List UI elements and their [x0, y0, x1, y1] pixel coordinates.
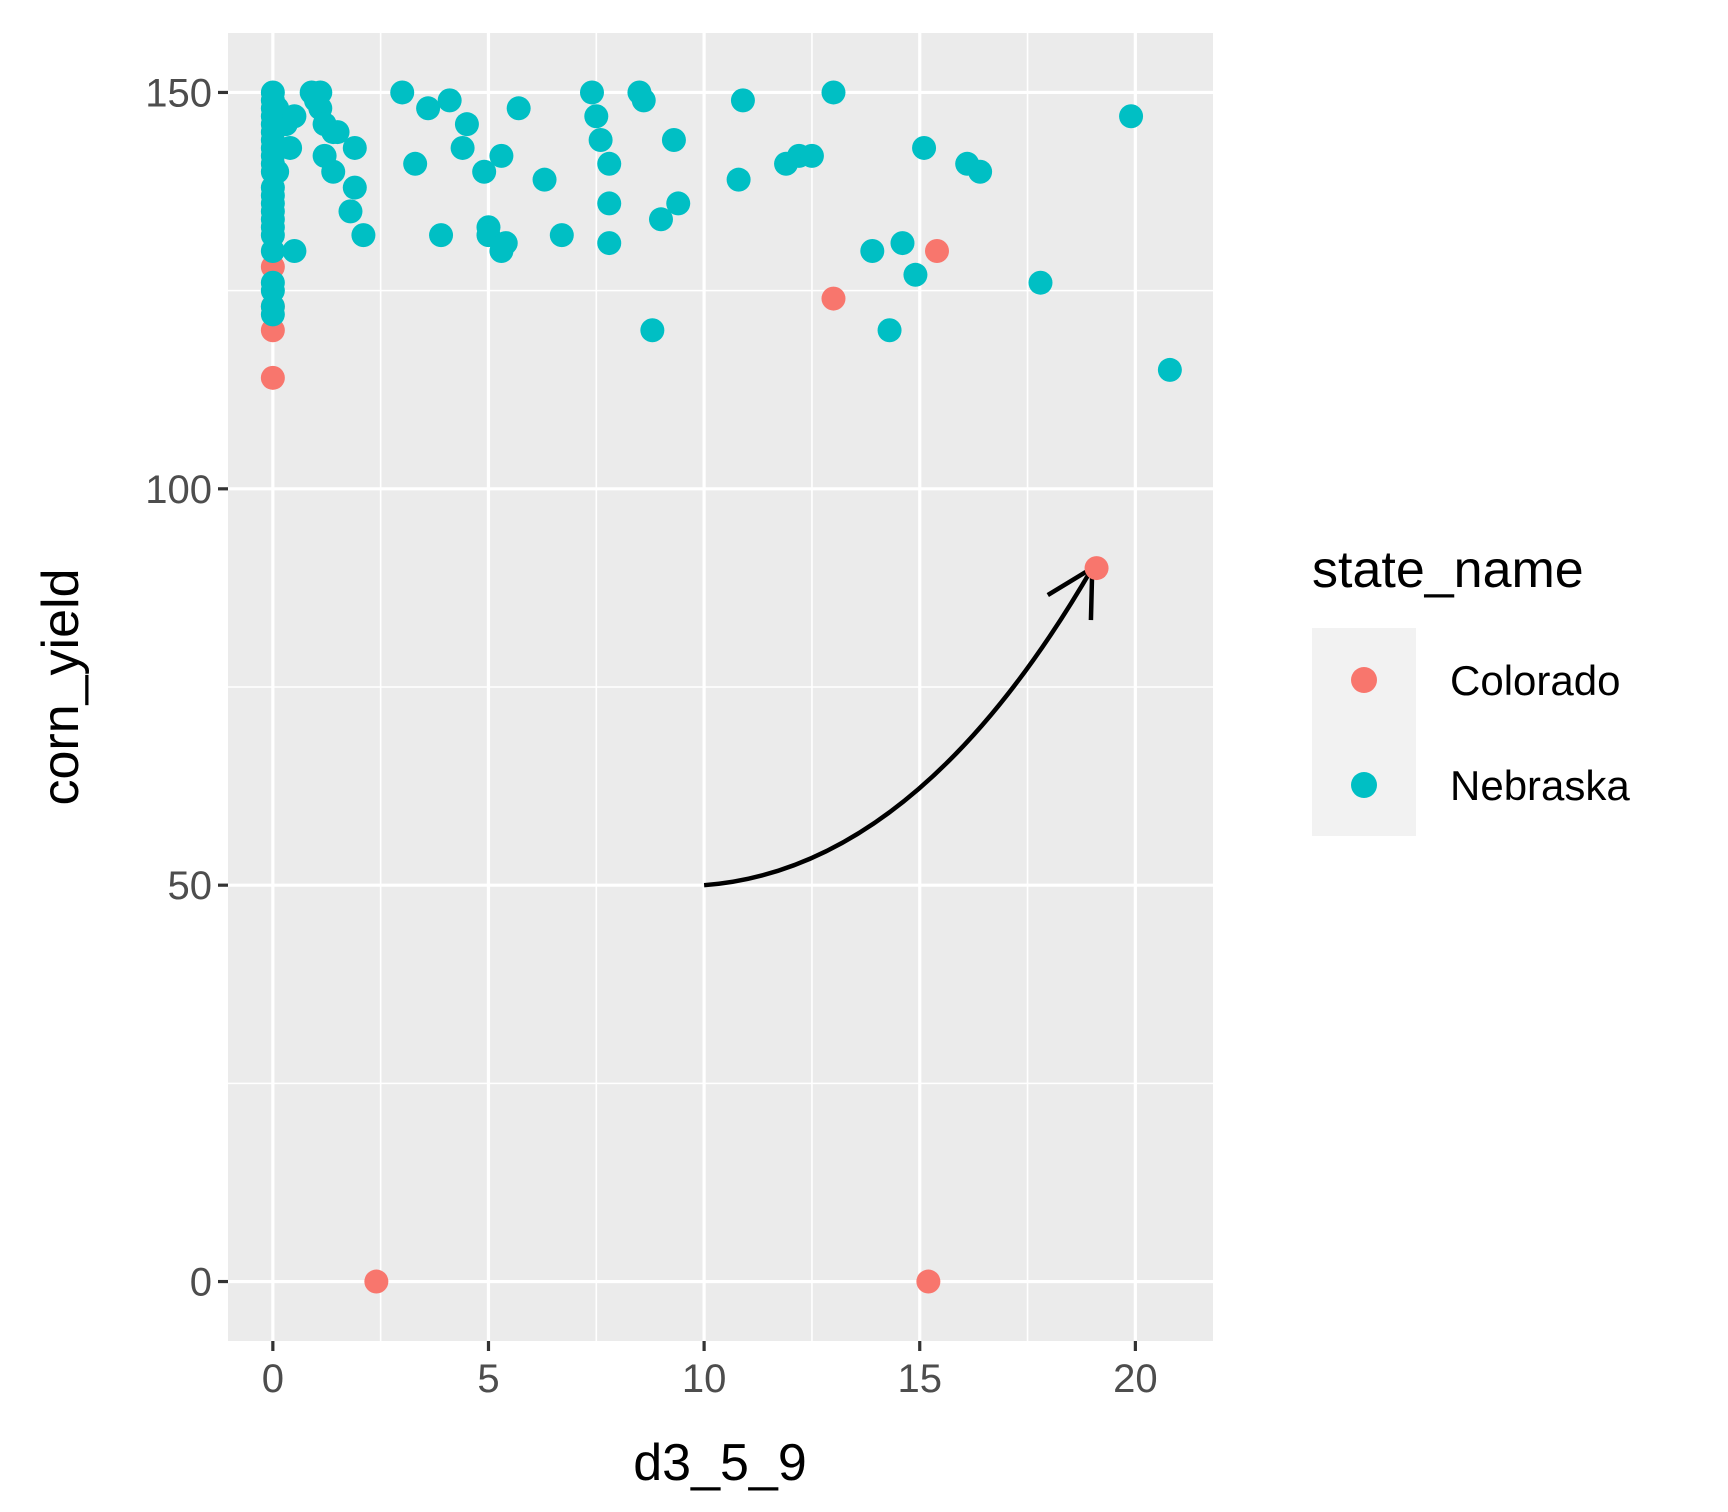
point-nebraska: [726, 167, 751, 192]
point-nebraska: [260, 239, 285, 263]
point-nebraska: [648, 207, 673, 232]
point-nebraska: [1157, 357, 1182, 382]
x-tick-label: 0: [262, 1357, 284, 1401]
point-nebraska: [666, 191, 691, 216]
legend: state_name Colorado Nebraska: [1312, 541, 1630, 836]
point-nebraska: [730, 88, 755, 113]
point-nebraska: [506, 96, 531, 121]
point-nebraska: [454, 112, 479, 137]
point-nebraska: [821, 80, 846, 105]
x-tick-label: 15: [897, 1357, 942, 1401]
point-nebraska: [321, 159, 346, 184]
legend-key-colorado: [1351, 667, 1377, 693]
points-layer: [260, 80, 1182, 1294]
legend-label-colorado: Colorado: [1450, 657, 1620, 704]
point-nebraska: [661, 128, 686, 153]
legend-label-nebraska: Nebraska: [1450, 762, 1630, 809]
y-tick-label: 0: [190, 1261, 212, 1305]
point-nebraska: [260, 302, 285, 327]
point-nebraska: [351, 223, 376, 248]
legend-key-box: [1312, 628, 1416, 836]
point-nebraska: [532, 167, 557, 192]
legend-title: state_name: [1312, 541, 1584, 599]
point-nebraska: [1028, 270, 1053, 295]
point-nebraska: [416, 96, 441, 121]
point-nebraska: [493, 231, 518, 256]
point-nebraska: [265, 159, 290, 184]
point-nebraska: [597, 191, 622, 216]
point-nebraska: [549, 223, 574, 248]
point-nebraska: [342, 175, 367, 200]
point-nebraska: [877, 318, 902, 343]
point-nebraska: [472, 159, 497, 184]
point-nebraska: [597, 231, 622, 256]
point-nebraska: [278, 135, 303, 160]
point-nebraska: [597, 151, 622, 176]
x-axis: 0 5 10 15 20: [262, 1341, 1158, 1401]
x-tick-label: 5: [477, 1357, 499, 1401]
point-nebraska: [890, 231, 915, 256]
point-colorado: [916, 1269, 941, 1294]
point-nebraska: [450, 135, 475, 160]
point-nebraska: [912, 135, 937, 160]
point-colorado: [260, 365, 285, 390]
y-tick-label: 100: [145, 468, 212, 512]
point-colorado: [1084, 556, 1109, 581]
y-axis: 0 50 100 150: [145, 71, 228, 1305]
point-nebraska: [968, 159, 993, 184]
point-nebraska: [631, 88, 656, 113]
y-axis-title: corn_yield: [32, 568, 90, 805]
x-tick-label: 20: [1113, 1357, 1158, 1401]
point-nebraska: [588, 128, 613, 153]
point-nebraska: [640, 318, 665, 343]
y-tick-label: 50: [168, 864, 213, 908]
point-nebraska: [325, 120, 350, 145]
point-nebraska: [342, 135, 367, 160]
point-nebraska: [799, 143, 824, 168]
x-tick-label: 10: [682, 1357, 727, 1401]
point-nebraska: [437, 88, 462, 113]
legend-key-nebraska: [1351, 772, 1377, 798]
point-nebraska: [584, 104, 609, 129]
point-nebraska: [860, 239, 885, 263]
point-nebraska: [1119, 104, 1144, 129]
point-nebraska: [282, 239, 307, 263]
point-nebraska: [390, 80, 415, 105]
point-nebraska: [338, 199, 363, 224]
point-colorado: [924, 239, 949, 263]
point-nebraska: [579, 80, 604, 105]
y-tick-label: 150: [145, 71, 212, 115]
point-nebraska: [403, 151, 428, 176]
point-nebraska: [429, 223, 454, 248]
point-nebraska: [903, 262, 928, 287]
annotation-arrow-curve: [703, 566, 1095, 888]
point-nebraska: [282, 104, 307, 129]
point-colorado: [821, 286, 846, 311]
point-colorado: [364, 1269, 389, 1294]
x-axis-title: d3_5_9: [633, 1434, 807, 1492]
point-nebraska: [489, 143, 514, 168]
